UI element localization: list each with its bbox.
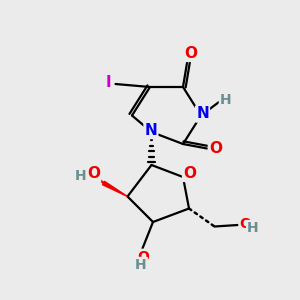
Text: O: O <box>183 166 196 181</box>
Text: H: H <box>247 221 259 235</box>
Text: O: O <box>239 218 251 231</box>
Text: O: O <box>184 46 197 61</box>
Text: O: O <box>87 166 100 181</box>
Text: I: I <box>105 75 111 90</box>
Text: H: H <box>135 258 147 272</box>
Polygon shape <box>103 181 128 196</box>
Text: N: N <box>196 106 209 122</box>
Text: H: H <box>220 94 231 107</box>
Text: O: O <box>137 250 149 264</box>
Text: N: N <box>145 123 157 138</box>
Text: H: H <box>75 169 87 183</box>
Text: O: O <box>209 141 222 156</box>
